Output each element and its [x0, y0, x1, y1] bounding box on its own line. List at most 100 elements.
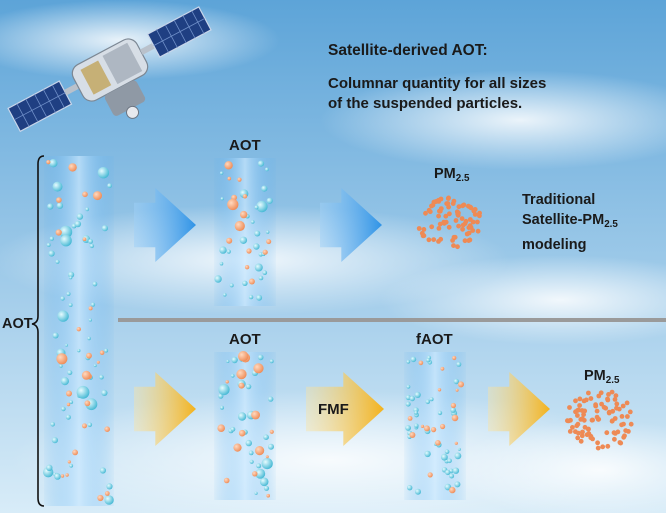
pm25-particle — [575, 408, 580, 413]
fine-particle — [452, 467, 460, 474]
pm25-particle — [586, 390, 591, 396]
coarse-particle — [255, 446, 265, 456]
coarse-particle — [435, 440, 441, 446]
coarse-particle — [82, 423, 87, 429]
pm25-particle — [577, 396, 583, 402]
pm25-particle — [584, 432, 590, 438]
pm25-particle — [460, 203, 465, 209]
pm25-particle — [595, 445, 601, 451]
pm25-particle — [475, 219, 480, 225]
fine-particle — [263, 485, 270, 491]
pm25-particle — [619, 422, 624, 428]
method-line-1: Traditional — [522, 192, 596, 208]
pm25-particle — [446, 204, 451, 210]
fine-particle — [93, 364, 97, 368]
pm25-particle — [423, 210, 428, 216]
pm25-particle — [446, 224, 452, 230]
fine-particle — [74, 220, 82, 228]
fine-particle — [266, 197, 273, 204]
pm25-particle — [445, 201, 451, 206]
bottom-aot-column — [214, 351, 276, 500]
coarse-particle — [72, 449, 78, 456]
faot-label: fAOT — [416, 331, 453, 348]
pm25-particle — [579, 433, 585, 439]
coarse-particle — [46, 160, 51, 165]
pm25-particle — [580, 429, 585, 435]
fine-particle — [59, 225, 73, 239]
fine-particle — [249, 459, 254, 464]
pm25-particle — [456, 204, 462, 210]
fine-particle — [218, 384, 230, 396]
coarse-particle — [423, 425, 430, 432]
pm25-particle — [575, 435, 581, 441]
pm25-particle — [581, 398, 587, 404]
coarse-particle — [242, 194, 248, 199]
fine-particle — [47, 203, 54, 210]
fine-particle — [54, 473, 61, 480]
fine-particle — [89, 243, 95, 249]
pm25-particle — [472, 207, 478, 212]
coarse-particle — [246, 248, 252, 254]
pm25-particle — [624, 400, 630, 406]
fine-particle — [76, 213, 84, 220]
pm25-particle — [446, 195, 451, 201]
pm25-particle — [455, 211, 461, 217]
pm25-particle — [609, 389, 615, 395]
coarse-particle — [431, 427, 437, 433]
coarse-particle — [248, 278, 255, 285]
pm25-particle — [586, 426, 591, 432]
traditional-method-label: Traditional Satellite-PM2.5 modeling — [522, 190, 618, 255]
coarse-particle — [454, 441, 458, 445]
coarse-particle — [67, 460, 71, 464]
fine-particle — [46, 464, 53, 471]
pm25-particle — [436, 226, 442, 231]
coarse-particle — [65, 473, 69, 477]
fine-particle — [248, 450, 254, 456]
top-arrow-2 — [320, 188, 382, 262]
coarse-particle — [238, 351, 249, 362]
bottom-arrow-1 — [134, 372, 196, 446]
pm25-particle — [596, 416, 602, 422]
pm25-particle — [443, 213, 449, 219]
fine-particle — [449, 473, 455, 479]
fine-particle — [85, 207, 90, 212]
fine-particle — [261, 458, 273, 470]
pm25-particle — [581, 412, 586, 417]
coarse-particle — [238, 429, 246, 437]
coarse-particle — [97, 494, 104, 502]
fine-particle — [444, 449, 450, 455]
pm25-particle — [588, 396, 594, 401]
fine-particle — [92, 281, 98, 287]
fine-particle — [106, 483, 113, 490]
fine-particle — [406, 359, 411, 364]
pm25-particle — [475, 228, 481, 234]
fine-particle — [65, 343, 68, 347]
pm25-particle — [438, 206, 444, 212]
bottom-arrow-3 — [488, 372, 550, 446]
pm25-particle — [460, 222, 466, 228]
fine-particle — [426, 358, 431, 363]
fine-particle — [220, 197, 224, 201]
coarse-particle — [66, 390, 72, 397]
pm25-particle — [622, 433, 627, 439]
pm25-particle — [450, 238, 455, 243]
coarse-particle — [409, 432, 416, 438]
pm25-particle — [611, 430, 617, 436]
coarse-particle — [233, 443, 242, 452]
pm25-particle — [567, 429, 573, 434]
coarse-particle — [240, 210, 248, 219]
fine-particle — [99, 374, 104, 380]
fine-particle — [450, 407, 456, 413]
pm25-particle — [447, 211, 452, 217]
pm25-particle — [451, 243, 456, 249]
pm25-particle — [468, 205, 474, 211]
fmf-label: FMF — [318, 401, 349, 418]
pm25-particle — [613, 393, 619, 398]
fine-particle — [230, 426, 236, 432]
fine-particle — [231, 356, 238, 364]
header-description: Columnar quantity for all sizes of the s… — [328, 74, 546, 114]
fine-particle — [405, 425, 411, 431]
fine-particle — [248, 294, 254, 300]
pm25-particle — [450, 201, 456, 207]
